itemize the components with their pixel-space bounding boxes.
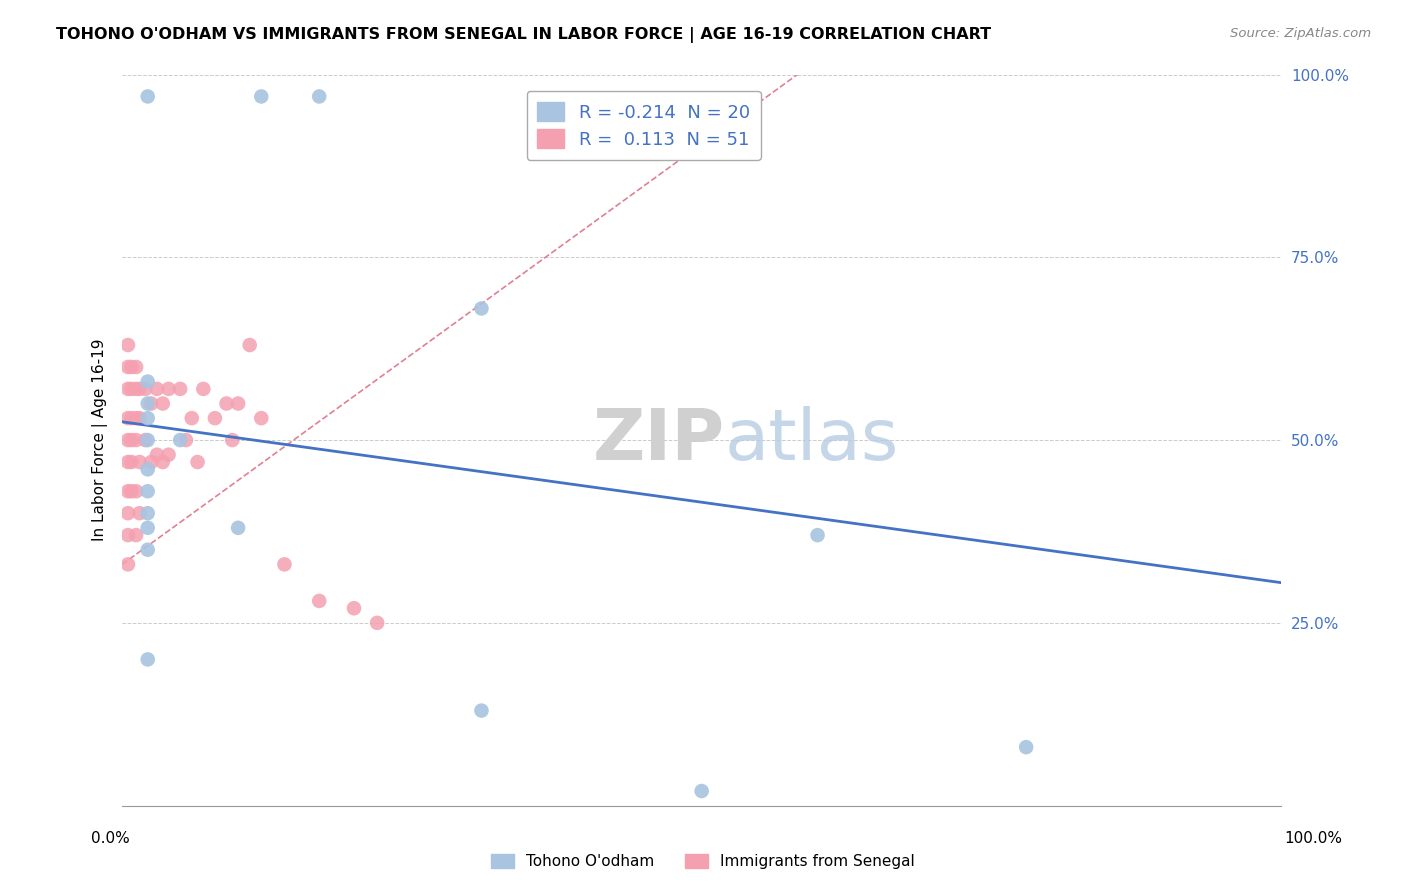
- Point: [136, 375, 159, 389]
- Point: [136, 396, 159, 410]
- Legend: Tohono O'odham, Immigrants from Senegal: Tohono O'odham, Immigrants from Senegal: [485, 848, 921, 875]
- Point: [226, 396, 249, 410]
- Point: [117, 528, 139, 542]
- Point: [117, 484, 139, 499]
- Point: [136, 506, 159, 520]
- Legend: R = -0.214  N = 20, R =  0.113  N = 51: R = -0.214 N = 20, R = 0.113 N = 51: [527, 91, 761, 160]
- Point: [470, 301, 492, 316]
- Point: [136, 484, 159, 499]
- Point: [343, 601, 366, 615]
- Point: [121, 382, 143, 396]
- Point: [117, 338, 139, 352]
- Point: [250, 411, 273, 425]
- Point: [117, 382, 139, 396]
- Point: [366, 615, 388, 630]
- Point: [125, 528, 148, 542]
- Point: [690, 784, 713, 798]
- Point: [121, 455, 143, 469]
- Text: TOHONO O'ODHAM VS IMMIGRANTS FROM SENEGAL IN LABOR FORCE | AGE 16-19 CORRELATION: TOHONO O'ODHAM VS IMMIGRANTS FROM SENEGA…: [56, 27, 991, 43]
- Point: [470, 704, 492, 718]
- Point: [157, 382, 180, 396]
- Point: [152, 455, 174, 469]
- Point: [157, 448, 180, 462]
- Point: [193, 382, 215, 396]
- Point: [308, 594, 330, 608]
- Point: [174, 433, 197, 447]
- Point: [125, 411, 148, 425]
- Text: ZIP: ZIP: [592, 406, 725, 475]
- Point: [806, 528, 828, 542]
- Point: [136, 521, 159, 535]
- Text: Source: ZipAtlas.com: Source: ZipAtlas.com: [1230, 27, 1371, 40]
- Point: [121, 484, 143, 499]
- Point: [169, 382, 191, 396]
- Point: [121, 433, 143, 447]
- Point: [204, 411, 226, 425]
- Point: [128, 382, 150, 396]
- Point: [134, 382, 156, 396]
- Point: [128, 411, 150, 425]
- Point: [187, 455, 209, 469]
- Point: [152, 396, 174, 410]
- Point: [180, 411, 202, 425]
- Y-axis label: In Labor Force | Age 16-19: In Labor Force | Age 16-19: [93, 339, 108, 541]
- Point: [117, 433, 139, 447]
- Point: [273, 558, 295, 572]
- Point: [136, 411, 159, 425]
- Text: 0.0%: 0.0%: [91, 831, 131, 846]
- Point: [125, 433, 148, 447]
- Point: [136, 462, 159, 476]
- Point: [146, 448, 169, 462]
- Point: [117, 411, 139, 425]
- Point: [1015, 740, 1038, 755]
- Point: [117, 359, 139, 374]
- Point: [136, 89, 159, 103]
- Point: [125, 359, 148, 374]
- Point: [226, 521, 249, 535]
- Point: [221, 433, 243, 447]
- Point: [134, 433, 156, 447]
- Point: [215, 396, 238, 410]
- Point: [125, 382, 148, 396]
- Point: [250, 89, 273, 103]
- Point: [128, 506, 150, 520]
- Point: [169, 433, 191, 447]
- Point: [117, 455, 139, 469]
- Point: [121, 411, 143, 425]
- Point: [128, 455, 150, 469]
- Point: [141, 455, 163, 469]
- Point: [239, 338, 262, 352]
- Point: [146, 382, 169, 396]
- Point: [308, 89, 330, 103]
- Point: [136, 433, 159, 447]
- Point: [136, 542, 159, 557]
- Point: [141, 396, 163, 410]
- Text: 100.0%: 100.0%: [1285, 831, 1343, 846]
- Point: [136, 652, 159, 666]
- Point: [125, 484, 148, 499]
- Point: [121, 359, 143, 374]
- Point: [117, 506, 139, 520]
- Text: atlas: atlas: [725, 406, 900, 475]
- Point: [117, 558, 139, 572]
